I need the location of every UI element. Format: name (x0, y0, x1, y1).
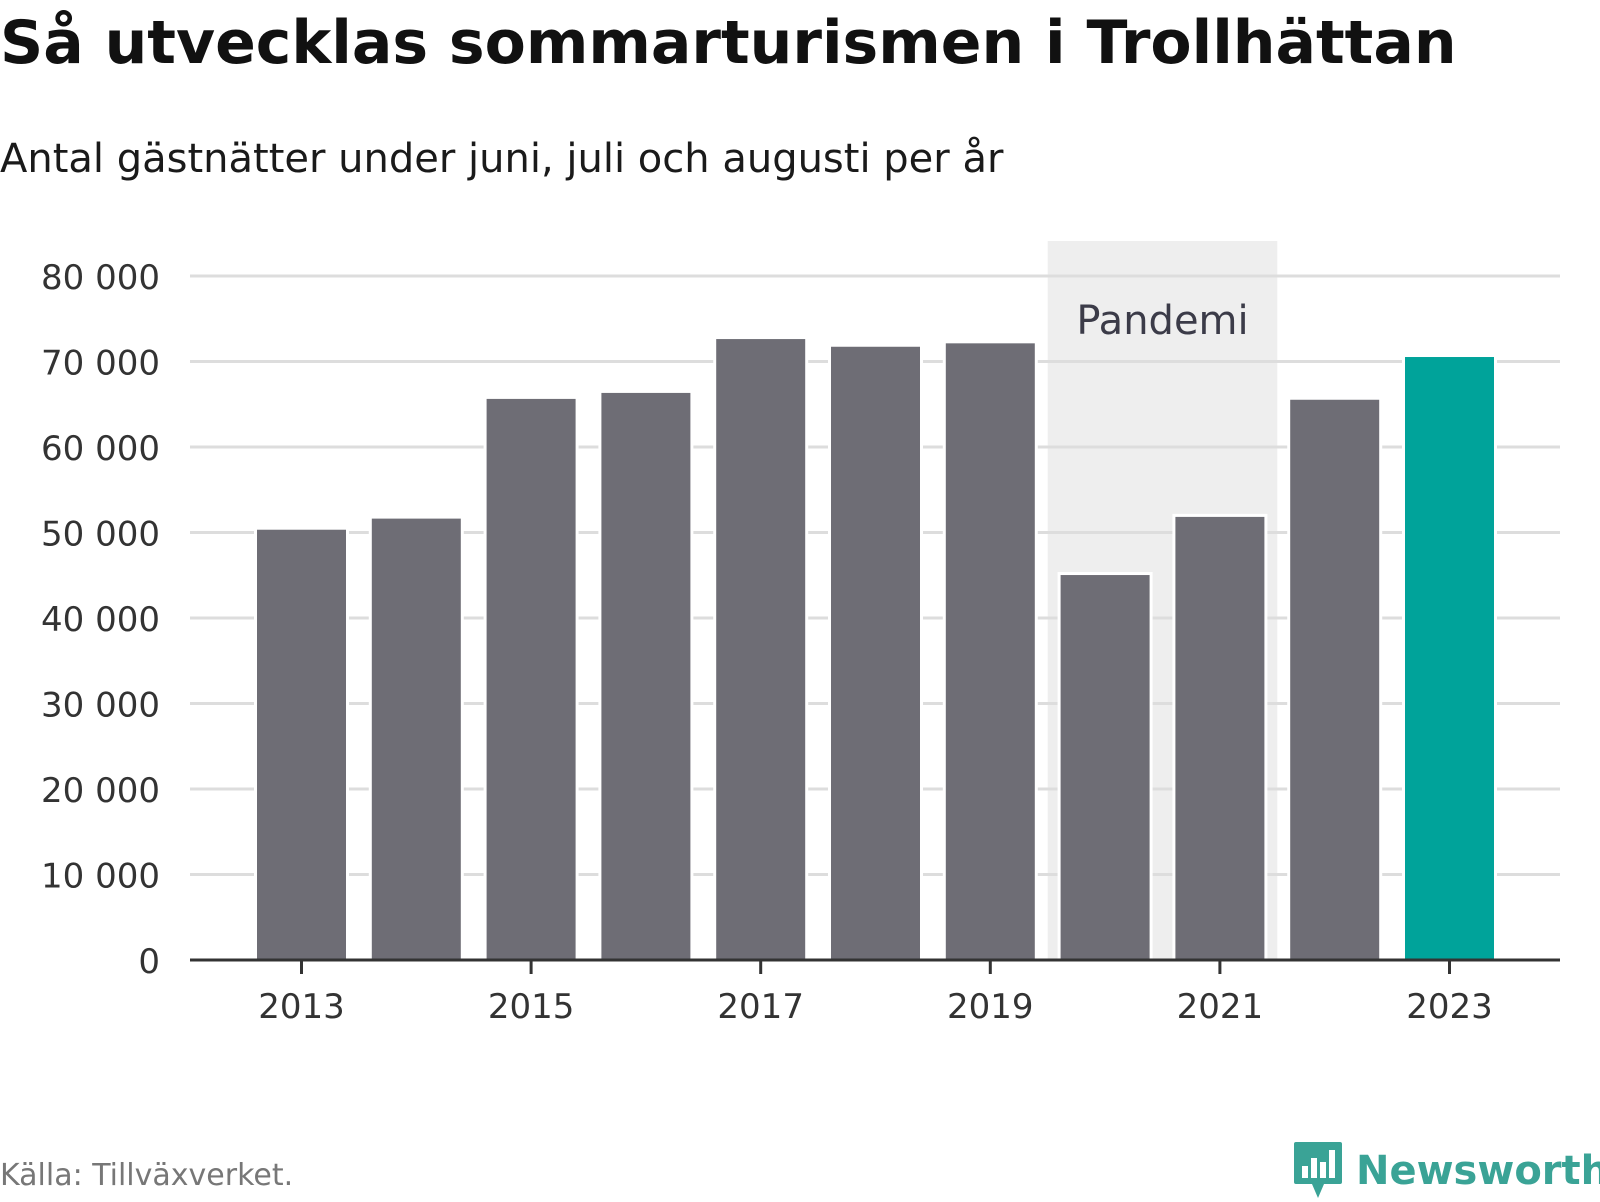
pandemic-label: Pandemi (1076, 298, 1248, 344)
brand-name: Newsworthy (1356, 1148, 1600, 1194)
y-tick-label: 40 000 (41, 600, 160, 640)
y-tick-label: 60 000 (41, 429, 160, 469)
bar-2019 (942, 340, 1038, 962)
bar-2015 (483, 395, 579, 962)
bar-2013 (254, 526, 349, 962)
brand: Newsworthy (1292, 1140, 1600, 1202)
y-tick-label: 30 000 (41, 686, 160, 726)
bar-2020 (1057, 572, 1153, 962)
bar-2023 (1402, 354, 1497, 962)
bar-2018 (828, 343, 923, 962)
bar-2021 (1172, 513, 1268, 962)
y-tick-label: 50 000 (41, 515, 160, 555)
bar-chart: Pandemi 0 10 000 20 000 30 000 40 000 50 000 6… (41, 241, 1560, 1027)
x-tick-label: 2021 (1177, 987, 1264, 1027)
y-tick-label: 80 000 (41, 258, 160, 298)
chart-title: Så utvecklas sommarturismen i Trollhätta… (0, 8, 1457, 78)
bar-2017 (713, 336, 809, 962)
x-tick-label: 2013 (258, 987, 345, 1027)
x-tick-label: 2017 (717, 987, 804, 1027)
x-tick-label: 2023 (1406, 987, 1493, 1027)
source-note: Källa: Tillväxverket. (0, 1158, 294, 1193)
bar-2022 (1287, 396, 1383, 962)
bar-2016 (598, 389, 694, 962)
x-tick-label: 2015 (488, 987, 575, 1027)
y-tick-label: 0 (138, 942, 160, 982)
newsworthy-logo-icon (1294, 1142, 1342, 1198)
x-tick-label: 2019 (947, 987, 1034, 1027)
bar-2014 (368, 515, 464, 962)
y-tick-label: 10 000 (41, 857, 160, 897)
y-tick-label: 70 000 (41, 344, 160, 384)
chart-subtitle: Antal gästnätter under juni, juli och au… (0, 136, 1004, 182)
y-tick-label: 20 000 (41, 771, 160, 811)
